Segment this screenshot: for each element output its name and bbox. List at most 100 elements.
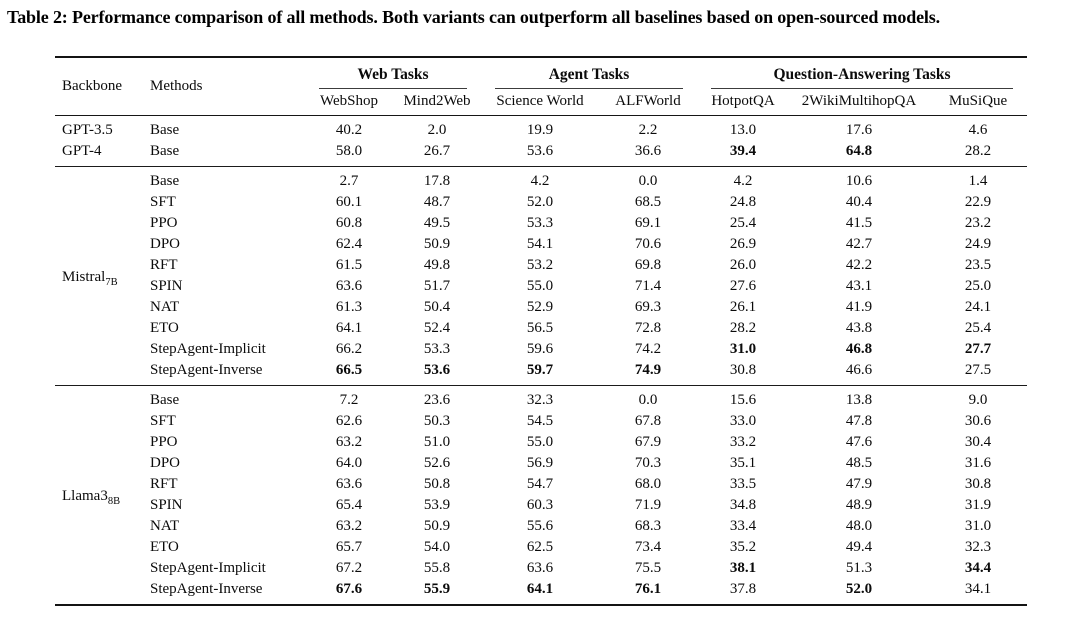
value-cell: 60.3 [526, 496, 554, 513]
column-group-label: Agent Tasks [495, 60, 683, 89]
column-header-science-world: Science World [481, 89, 599, 116]
value-cell: 22.9 [964, 193, 992, 210]
value-cell: 62.6 [335, 412, 363, 429]
value-cell: 54.0 [423, 538, 451, 555]
value-cell: 52.9 [526, 298, 554, 315]
value-cell: 64.8 [845, 142, 873, 159]
results-table: Backbone Methods Web Tasks Agent Tasks Quest… [55, 56, 1028, 606]
value-cell: 23.5 [964, 256, 992, 273]
table-row: StepAgent-Inverse 66.5 53.6 59.7 74.9 30.8 46.… [55, 360, 1027, 386]
value-cell: 55.0 [526, 277, 554, 294]
value-cell: 67.9 [634, 433, 662, 450]
column-header-musique: MuSiQue [929, 89, 1028, 116]
value-cell: 4.6 [968, 121, 988, 138]
method-cell: DPO [150, 454, 181, 471]
value-cell: 74.9 [634, 361, 662, 378]
value-cell: 35.1 [729, 454, 757, 471]
value-cell: 27.5 [964, 361, 992, 378]
value-cell: 68.0 [634, 475, 662, 492]
value-cell: 67.2 [335, 559, 363, 576]
value-cell: 33.0 [729, 412, 757, 429]
value-cell: 54.5 [526, 412, 554, 429]
table-row: GPT-4 Base 58.0 26.7 53.6 36.6 39.4 64.8 28.2 [55, 141, 1027, 167]
value-cell: 51.3 [845, 559, 873, 576]
table-header: Backbone Methods Web Tasks Agent Tasks Quest… [55, 57, 1028, 116]
table-row: DPO 62.4 50.9 54.1 70.6 26.9 42.7 24.9 [55, 234, 1027, 255]
value-cell: 41.5 [845, 214, 873, 231]
table-caption: Table 2: Performance comparison of all m… [7, 7, 940, 27]
method-cell: DPO [150, 235, 181, 252]
value-cell: 25.4 [964, 319, 992, 336]
value-cell: 30.8 [964, 475, 992, 492]
value-cell: 72.8 [634, 319, 662, 336]
method-cell: StepAgent-Implicit [150, 340, 266, 357]
value-cell: 71.9 [634, 496, 662, 513]
column-header-2wikimultihopqa: 2WikiMultihopQA [789, 89, 929, 116]
method-cell: Base [150, 121, 180, 138]
value-cell: 33.5 [729, 475, 757, 492]
value-cell: 41.9 [845, 298, 873, 315]
table-row: RFT 63.6 50.8 54.7 68.0 33.5 47.9 30.8 [55, 474, 1027, 495]
value-cell: 2.7 [305, 165, 393, 192]
value-cell: 52.0 [526, 193, 554, 210]
value-cell: 24.8 [729, 193, 757, 210]
value-cell: 40.4 [845, 193, 873, 210]
column-header-hotpotqa: HotpotQA [697, 89, 789, 116]
value-cell: 34.4 [964, 559, 992, 576]
value-cell: 65.7 [335, 538, 363, 555]
value-cell: 4.2 [697, 165, 789, 192]
table-row: ETO 64.1 52.4 56.5 72.8 28.2 43.8 25.4 [55, 318, 1027, 339]
value-cell: 24.1 [964, 298, 992, 315]
value-cell: 7.2 [305, 384, 393, 411]
value-cell: 35.2 [729, 538, 757, 555]
value-cell: 70.3 [634, 454, 662, 471]
value-cell: 31.9 [964, 496, 992, 513]
backbone-cell: GPT-3.5 [62, 121, 113, 138]
value-cell: 60.8 [335, 214, 363, 231]
value-cell: 23.2 [964, 214, 992, 231]
value-cell: 55.6 [526, 517, 554, 534]
method-cell: ETO [150, 538, 179, 555]
value-cell: 47.6 [845, 433, 873, 450]
value-cell: 76.1 [634, 580, 662, 597]
value-cell: 50.9 [423, 235, 451, 252]
table-container: Backbone Methods Web Tasks Agent Tasks Quest… [55, 56, 1028, 606]
value-cell: 13.8 [789, 384, 929, 411]
value-cell: 67.8 [634, 412, 662, 429]
backbone-size-subscript: 7B [105, 277, 118, 288]
method-cell: StepAgent-Implicit [150, 559, 266, 576]
column-header-backbone: Backbone [55, 57, 150, 116]
value-cell: 34.8 [729, 496, 757, 513]
header-group-row: Backbone Methods Web Tasks Agent Tasks Quest… [55, 57, 1027, 116]
value-cell: 13.0 [729, 121, 757, 138]
value-cell: 55.0 [526, 433, 554, 450]
column-header-methods: Methods [150, 57, 305, 116]
backbone-name: Llama3 [62, 488, 108, 504]
method-cell: NAT [150, 517, 180, 534]
table-row: DPO 64.0 52.6 56.9 70.3 35.1 48.5 31.6 [55, 453, 1027, 474]
value-cell: 28.2 [964, 142, 992, 159]
backbone-cell: GPT-4 [62, 142, 102, 159]
value-cell: 71.4 [634, 277, 662, 294]
value-cell: 69.3 [634, 298, 662, 315]
value-cell: 52.4 [423, 319, 451, 336]
value-cell: 56.5 [526, 319, 554, 336]
value-cell: 54.1 [526, 235, 554, 252]
value-cell: 25.0 [964, 277, 992, 294]
value-cell: 62.4 [335, 235, 363, 252]
value-cell: 54.7 [526, 475, 554, 492]
value-cell: 56.9 [526, 454, 554, 471]
value-cell: 63.2 [335, 517, 363, 534]
table-row: NAT 61.3 50.4 52.9 69.3 26.1 41.9 24.1 [55, 297, 1027, 318]
table-row: StepAgent-Implicit 67.2 55.8 63.6 75.5 38.1 51… [55, 558, 1027, 579]
value-cell: 62.5 [526, 538, 554, 555]
value-cell: 31.0 [964, 517, 992, 534]
value-cell: 28.2 [729, 319, 757, 336]
method-cell: SFT [150, 193, 176, 210]
value-cell: 68.5 [634, 193, 662, 210]
value-cell: 31.0 [729, 340, 757, 357]
value-cell: 55.8 [423, 559, 451, 576]
method-cell: StepAgent-Inverse [150, 361, 263, 378]
value-cell: 26.9 [729, 235, 757, 252]
